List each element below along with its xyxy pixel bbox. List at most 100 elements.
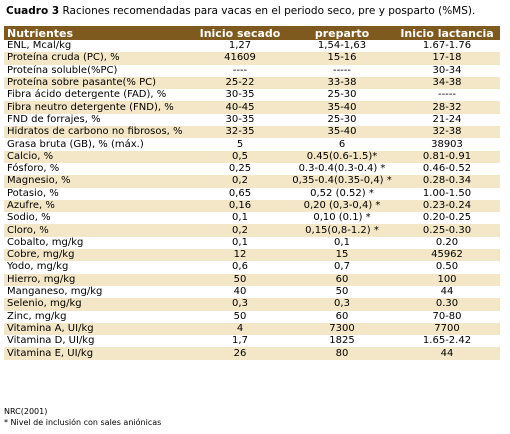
table-row: Hierro, mg/kg 50 60 100: [4, 273, 500, 286]
value-cell: 17-18: [432, 52, 462, 64]
value-cell: 25-22: [225, 77, 255, 89]
nutrient-name-cell: Proteína sobre pasante(% PC): [7, 77, 156, 89]
header-inicio-lactancia: Inicio lactancia: [400, 26, 494, 40]
nutrient-name-cell: Fósforo, %: [7, 163, 60, 175]
nutrient-table: Nutrientes Inicio secado preparto Inicio…: [4, 26, 500, 360]
value-cell: 38903: [431, 138, 463, 150]
value-cell: 1.67-1.76: [422, 40, 472, 52]
table-row: Calcio, % 0,5 0.45(0.6-1.5)* 0.81-0.91: [4, 150, 500, 163]
value-cell: 15: [335, 249, 349, 261]
table-row: Zinc, mg/kg 50 60 70-80: [4, 311, 500, 323]
table-row: Cobalto, mg/kg 0,1 0,1 0.20: [4, 237, 500, 249]
value-cell: 25-30: [327, 89, 357, 101]
value-cell: 33-38: [327, 77, 357, 89]
value-cell: 45962: [431, 249, 463, 261]
table-row: Selenio, mg/kg 0,3 0,3 0.30: [4, 298, 500, 311]
table-row: Grasa bruta (GB), % (máx.) 5 6 38903: [4, 138, 500, 150]
value-cell: 32-38: [432, 126, 462, 138]
table-row: Proteína cruda (PC), % 41609 15-16 17-18: [4, 52, 500, 65]
header-nutrientes: Nutrientes: [7, 26, 74, 40]
nutrient-name-cell: Potasio, %: [7, 187, 59, 199]
table-row: Fósforo, % 0,25 0.3-0.4(0.3-0.4) * 0.46-0.5…: [4, 163, 500, 175]
value-cell: -----: [332, 64, 352, 76]
value-cell: 50: [335, 286, 349, 298]
nutrient-name-cell: Fibra ácido detergente (FAD), %: [7, 89, 167, 101]
value-cell: 41609: [224, 52, 256, 64]
table-row: ENL, Mcal/kg 1,27 1,54-1,63 1.67-1.76: [4, 40, 500, 52]
value-cell: 0,15(0,8-1.2) *: [305, 224, 379, 236]
value-cell: -----: [437, 89, 457, 101]
value-cell: 1.65-2.42: [422, 335, 472, 347]
value-cell: 80: [335, 347, 349, 359]
value-cell: 0.81-0.91: [422, 150, 472, 162]
table-row: Vitamina D, UI/kg 1,7 1825 1.65-2.42: [4, 335, 500, 347]
value-cell: 35-40: [327, 101, 357, 113]
value-cell: 4: [236, 322, 244, 334]
value-cell: 50: [233, 310, 247, 322]
nutrient-name-cell: Hierro, mg/kg: [7, 273, 76, 285]
value-cell: 0,5: [232, 150, 248, 162]
value-cell: 60: [335, 273, 349, 285]
value-cell: 21-24: [432, 113, 462, 125]
value-cell: 0.50: [435, 261, 459, 273]
value-cell: 30-34: [432, 64, 462, 76]
table-body: ENL, Mcal/kg 1,27 1,54-1,63 1.67-1.76 Proteí…: [4, 40, 500, 360]
value-cell: 0,1: [334, 236, 350, 248]
value-cell: 0.23-0.24: [422, 200, 472, 211]
value-cell: 7700: [434, 322, 460, 334]
nutrient-name-cell: Zinc, mg/kg: [7, 310, 67, 322]
value-cell: 60: [335, 310, 349, 322]
value-cell: 7300: [329, 322, 355, 334]
table-row: Cobre, mg/kg 12 15 45962: [4, 249, 500, 262]
value-cell: 6: [338, 138, 346, 150]
value-cell: 1.00-1.50: [422, 187, 472, 199]
table-row: Hidratos de carbono no fibrosos, % 32-35 3…: [4, 126, 500, 139]
caption-label: Cuadro 3: [6, 5, 60, 17]
value-cell: 0,25: [228, 163, 252, 175]
nutrient-name-cell: Vitamina E, UI/kg: [7, 347, 94, 359]
footnote: * Nivel de inclusión con sales aniónicas: [4, 418, 162, 427]
value-cell: 0,7: [334, 261, 350, 273]
value-cell: 12: [233, 249, 247, 261]
value-cell: 15-16: [327, 52, 357, 64]
value-cell: 50: [233, 273, 247, 285]
value-cell: 28-32: [432, 101, 462, 113]
value-cell: 0,3: [334, 298, 350, 310]
nutrient-name-cell: Cobre, mg/kg: [7, 249, 75, 261]
value-cell: 26: [233, 347, 247, 359]
value-cell: 0,3: [232, 298, 248, 310]
caption-text: Raciones recomendadas para vacas en el p…: [59, 5, 476, 17]
header-preparto: preparto: [314, 26, 370, 40]
nutrient-name-cell: Fibra neutro detergente (FND), %: [7, 101, 174, 113]
value-cell: 5: [236, 138, 244, 150]
value-cell: 34-38: [432, 77, 462, 89]
value-cell: 0,35-0.4(0.35-0,4) *: [292, 175, 392, 187]
table-row: Yodo, mg/kg 0,6 0,7 0.50: [4, 261, 500, 273]
table-row: Azufre, % 0,16 0,20 (0,3-0,4) * 0.23-0.24: [4, 199, 500, 213]
value-cell: 0,6: [232, 261, 248, 273]
table-row: Potasio, % 0,65 0,52 (0.52) * 1.00-1.50: [4, 188, 500, 200]
value-cell: 100: [437, 273, 457, 285]
nutrient-name-cell: Magnesio, %: [7, 175, 71, 187]
table-row: Proteína sobre pasante(% PC) 25-22 33-38 34…: [4, 76, 500, 90]
value-cell: 0,20 (0,3-0,4) *: [303, 200, 381, 211]
value-cell: 0,1: [232, 236, 248, 248]
value-cell: 30-35: [225, 89, 255, 101]
nutrient-name-cell: Proteína cruda (PC), %: [7, 52, 120, 64]
value-cell: 40: [233, 286, 247, 298]
nutrient-name-cell: Yodo, mg/kg: [7, 261, 69, 273]
nutrient-name-cell: Calcio, %: [7, 150, 54, 162]
value-cell: 40-45: [225, 101, 255, 113]
value-cell: 44: [440, 347, 454, 359]
table-caption: Cuadro 3 Raciones recomendadas para vaca…: [6, 5, 475, 17]
value-cell: 0.46-0.52: [422, 163, 472, 175]
nutrient-name-cell: Cobalto, mg/kg: [7, 236, 84, 248]
value-cell: 1825: [329, 335, 355, 347]
value-cell: 0.3-0.4(0.3-0.4) *: [298, 163, 386, 175]
value-cell: 0.30: [435, 298, 459, 310]
value-cell: 0.45(0.6-1.5)*: [306, 150, 378, 162]
nutrient-name-cell: Vitamina A, UI/kg: [7, 322, 94, 334]
nutrient-name-cell: Manganeso, mg/kg: [7, 286, 103, 298]
value-cell: 1,27: [228, 40, 252, 52]
table-row: Manganeso, mg/kg 40 50 44: [4, 286, 500, 298]
